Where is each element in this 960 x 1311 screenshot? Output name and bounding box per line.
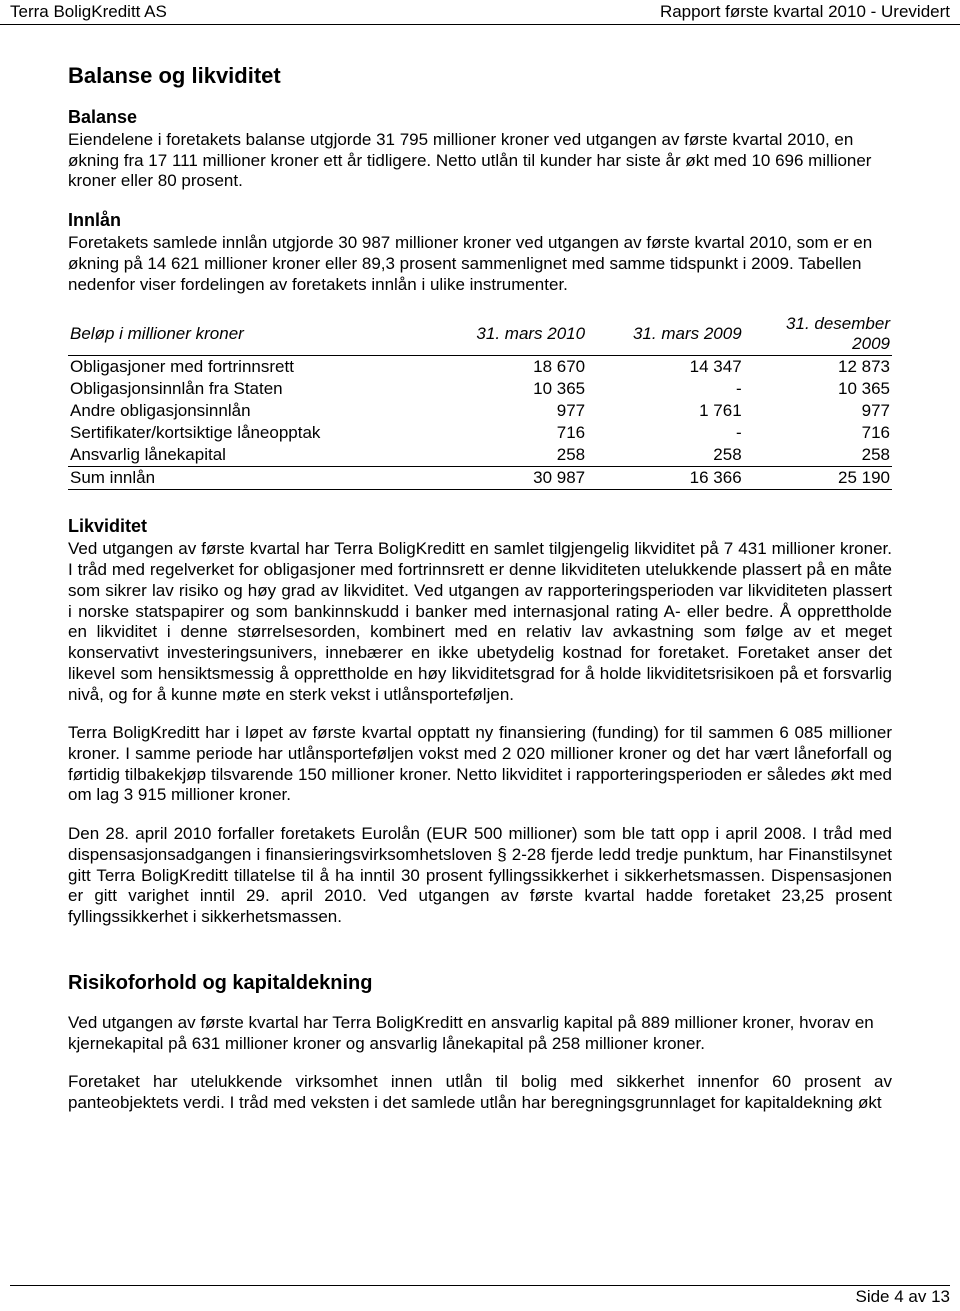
paragraph-innlan: Foretakets samlede innlån utgjorde 30 98…: [68, 233, 892, 295]
table-header-col1: 31. mars 2010: [431, 313, 588, 356]
table-cell: 10 365: [431, 378, 588, 400]
table-header-col3: 31. desember 2009: [744, 313, 892, 356]
table-cell: 16 366: [587, 467, 744, 490]
page-header: Terra BoligKreditt AS Rapport første kva…: [0, 0, 960, 25]
header-left: Terra BoligKreditt AS: [10, 2, 167, 22]
header-right: Rapport første kvartal 2010 - Urevidert: [660, 2, 950, 22]
table-cell: Ansvarlig lånekapital: [68, 444, 431, 467]
page-content: Balanse og likviditet Balanse Eiendelene…: [0, 25, 960, 1114]
table-cell: 10 365: [744, 378, 892, 400]
table-cell: -: [587, 378, 744, 400]
table-row: Obligasjonsinnlån fra Staten 10 365 - 10…: [68, 378, 892, 400]
table-cell: 258: [744, 444, 892, 467]
section-title-risiko: Risikoforhold og kapitaldekning: [68, 972, 892, 995]
paragraph-risk-2: Foretaket har utelukkende virksomhet inn…: [68, 1072, 892, 1113]
paragraph-likviditet-1: Ved utgangen av første kvartal har Terra…: [68, 539, 892, 705]
table-cell: 18 670: [431, 356, 588, 379]
table-row: Andre obligasjonsinnlån 977 1 761 977: [68, 400, 892, 422]
table-cell: 1 761: [587, 400, 744, 422]
table-header-col2: 31. mars 2009: [587, 313, 744, 356]
table-row: Ansvarlig lånekapital 258 258 258: [68, 444, 892, 467]
table-header-label: Beløp i millioner kroner: [68, 313, 431, 356]
paragraph-likviditet-2: Terra BoligKreditt har i løpet av første…: [68, 723, 892, 806]
table-sum-row: Sum innlån 30 987 16 366 25 190: [68, 467, 892, 490]
paragraph-balanse: Eiendelene i foretakets balanse utgjorde…: [68, 130, 892, 192]
table-row: Obligasjoner med fortrinnsrett 18 670 14…: [68, 356, 892, 379]
table-cell: Sum innlån: [68, 467, 431, 490]
table-row: Sertifikater/kortsiktige låneopptak 716 …: [68, 422, 892, 444]
table-cell: 258: [431, 444, 588, 467]
table-cell: Obligasjonsinnlån fra Staten: [68, 378, 431, 400]
table-cell: 977: [744, 400, 892, 422]
table-cell: 14 347: [587, 356, 744, 379]
innlan-table: Beløp i millioner kroner 31. mars 2010 3…: [68, 313, 892, 490]
page-footer: Side 4 av 13: [10, 1285, 950, 1307]
table-cell: 30 987: [431, 467, 588, 490]
table-cell: 258: [587, 444, 744, 467]
table-cell: 716: [744, 422, 892, 444]
paragraph-risk-1: Ved utgangen av første kvartal har Terra…: [68, 1013, 892, 1054]
table-cell: -: [587, 422, 744, 444]
table-cell: 12 873: [744, 356, 892, 379]
subheading-innlan: Innlån: [68, 210, 892, 231]
table-cell: Andre obligasjonsinnlån: [68, 400, 431, 422]
subheading-balanse: Balanse: [68, 107, 892, 128]
subheading-likviditet: Likviditet: [68, 516, 892, 537]
section-title-balanse-likviditet: Balanse og likviditet: [68, 63, 892, 89]
table-cell: Obligasjoner med fortrinnsrett: [68, 356, 431, 379]
table-cell: 25 190: [744, 467, 892, 490]
paragraph-likviditet-3: Den 28. april 2010 forfaller foretakets …: [68, 824, 892, 928]
page-number: Side 4 av 13: [855, 1287, 950, 1306]
table-cell: 716: [431, 422, 588, 444]
table-header-row: Beløp i millioner kroner 31. mars 2010 3…: [68, 313, 892, 356]
table-cell: 977: [431, 400, 588, 422]
table-cell: Sertifikater/kortsiktige låneopptak: [68, 422, 431, 444]
